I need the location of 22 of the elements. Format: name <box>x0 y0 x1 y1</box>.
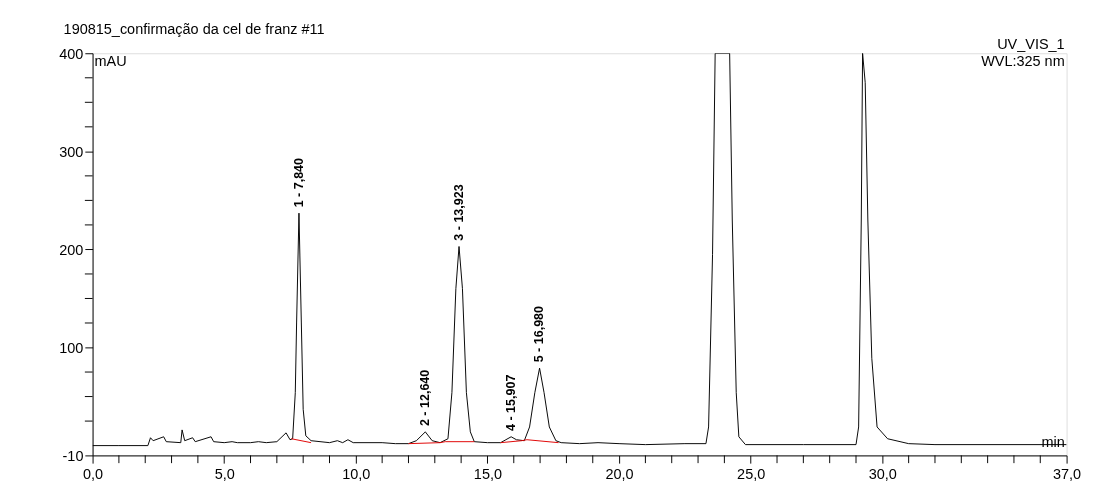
x-tick-label: 20,0 <box>605 466 634 483</box>
annotation: 4 - 15,907 <box>504 374 519 431</box>
x-tick-label: 37,0 <box>1053 466 1082 483</box>
y-tick-label: -10 <box>62 447 84 464</box>
annotation: WVL:325 nm <box>981 52 1065 69</box>
y-tick-label: 300 <box>59 143 84 160</box>
x-tick-label: 5,0 <box>214 466 235 483</box>
annotation: 5 - 16,980 <box>532 305 547 363</box>
x-tick-label: 25,0 <box>737 466 766 483</box>
annotation: 3 - 13,923 <box>451 184 466 241</box>
y-tick-label: 400 <box>59 45 84 62</box>
x-tick-label: 15,0 <box>473 466 503 483</box>
y-tick-label: 100 <box>59 339 84 356</box>
annotation: 2 - 12,640 <box>418 369 433 427</box>
annotation: 1 - 7,840 <box>291 157 306 208</box>
y-axis-title: mAU <box>94 52 127 69</box>
text: UV_VIS_1 <box>997 36 1065 53</box>
y-tick-label: 200 <box>59 241 84 258</box>
x-tick-label: 30,0 <box>868 466 897 483</box>
chart-title: 190815_confirmação da cel de franz #11 <box>63 20 325 37</box>
x-tick-label: 10,0 <box>342 466 371 483</box>
x-tick-label: 0,0 <box>83 466 104 483</box>
